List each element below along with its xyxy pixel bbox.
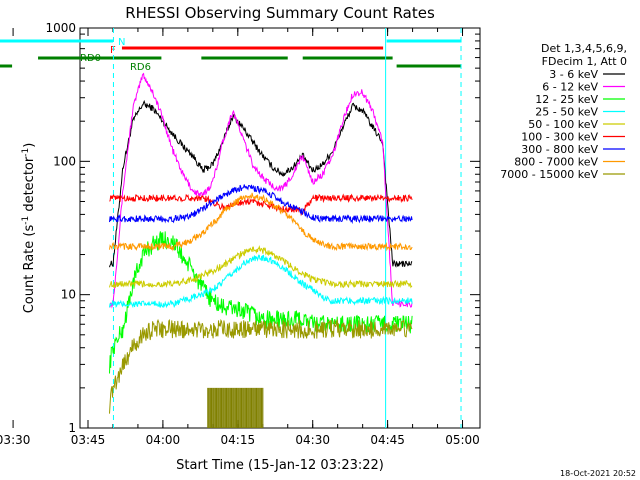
legend-entry-label: 6 - 12 keV (542, 81, 598, 94)
series-line (109, 318, 413, 414)
y-tick-label: 1000 (45, 21, 76, 35)
x-tick-label: 04:45 (370, 433, 405, 447)
series-line (109, 254, 413, 309)
chart-title: RHESSI Observing Summary Count Rates (125, 4, 435, 22)
status-bar-label: N (118, 37, 125, 48)
x-tick-label: 03:30 (0, 433, 30, 447)
legend-entry-label: 3 - 6 keV (549, 68, 598, 81)
x-tick-label: 04:30 (295, 433, 330, 447)
legend-entry-label: 100 - 300 keV (521, 131, 598, 144)
x-tick-label: 04:15 (221, 433, 256, 447)
legend-entry-label: 25 - 50 keV (535, 106, 598, 119)
legend-entry-label: 800 - 7000 keV (514, 156, 598, 169)
status-bar-label: RD6 (130, 62, 151, 73)
legend-header-line-1: Det 1,3,4,5,6,9, (541, 42, 627, 55)
timestamp: 18-Oct-2021 20:52 (560, 469, 636, 478)
x-tick-label: 03:45 (71, 433, 106, 447)
x-tick-label: 04:00 (146, 433, 181, 447)
series-line (109, 193, 413, 217)
y-tick-label: 100 (53, 154, 76, 168)
series-line (109, 72, 413, 309)
legend-entry-label: 50 - 100 keV (528, 118, 598, 131)
series-line (109, 244, 413, 289)
series-line (109, 99, 413, 268)
legend-header-line-2: FDecim 1, Att 0 (542, 55, 627, 68)
flag-bars (207, 387, 264, 428)
plot-box (79, 27, 481, 429)
legend-entry-label: 300 - 800 keV (521, 143, 598, 156)
series-line (109, 192, 413, 252)
status-bar-label: F (110, 45, 116, 56)
y-tick-label: 10 (61, 288, 76, 302)
series-lines (109, 72, 413, 414)
status-bars: NF RD0 RD6 (0, 37, 462, 73)
legend-entry-label: 7000 - 15000 keV (500, 168, 598, 181)
status-bar-label: RD0 (80, 53, 101, 64)
legend-entry-label: 12 - 25 keV (535, 93, 598, 106)
mode-change-lines (112, 28, 462, 428)
x-axis-label: Start Time (15-Jan-12 03:23:22) (176, 458, 384, 473)
y-tick-label: 1 (68, 421, 76, 435)
x-tick-label: 05:00 (445, 433, 480, 447)
y-axis-label: Count Rate (s-1 detector-1) (21, 143, 37, 314)
series-line (109, 184, 413, 225)
